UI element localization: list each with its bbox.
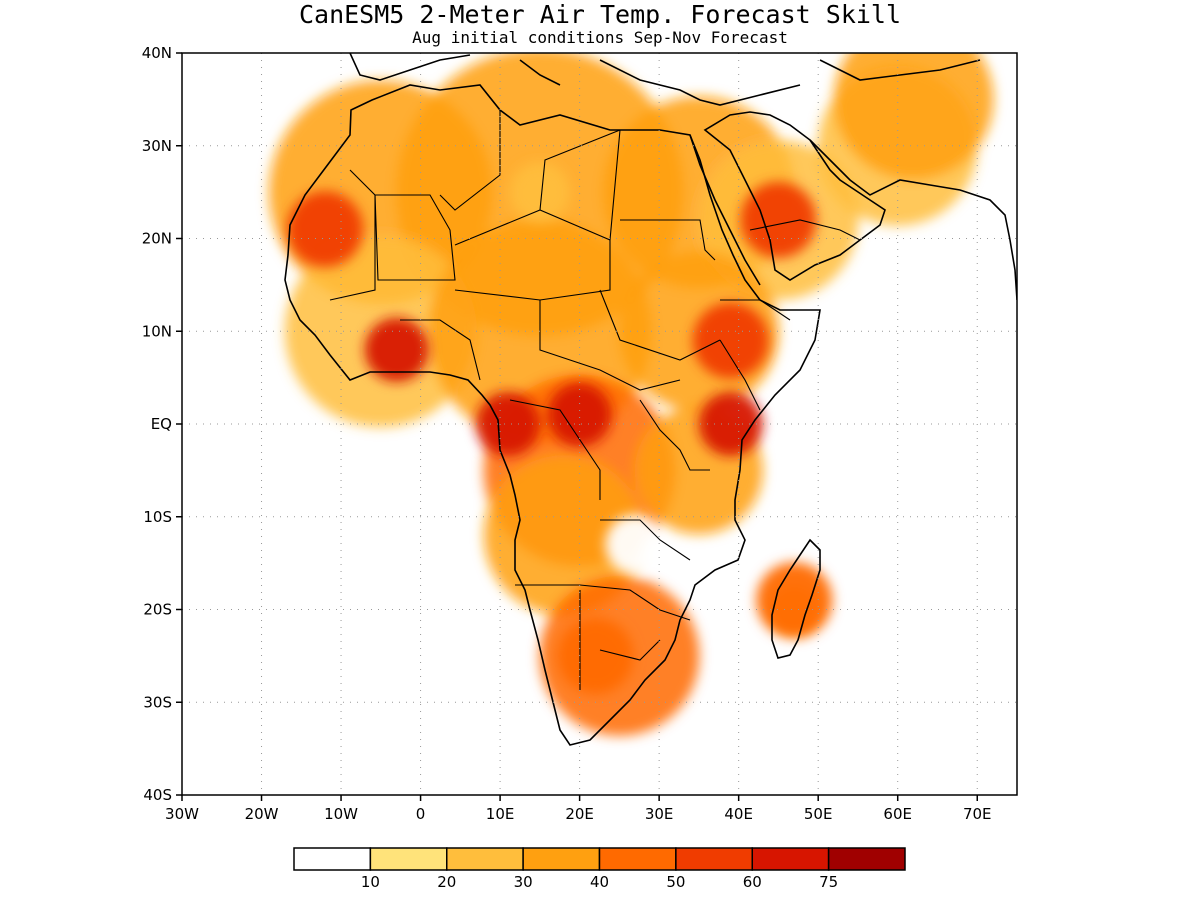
y-tick-label: 30S bbox=[143, 693, 172, 711]
x-tick-label: 30W bbox=[165, 805, 199, 823]
colorbar-label: 10 bbox=[361, 873, 380, 891]
asia-coastline bbox=[809, 139, 1017, 301]
skill-region bbox=[547, 382, 612, 447]
y-tick-label: 30N bbox=[142, 137, 172, 155]
x-tick-label: 10W bbox=[324, 805, 358, 823]
colorbar-swatch bbox=[369, 847, 448, 871]
colorbar-label: 30 bbox=[514, 873, 533, 891]
colorbar-label: 75 bbox=[819, 873, 838, 891]
red-sea-coastline bbox=[689, 134, 761, 286]
x-tick-label: 40E bbox=[724, 805, 753, 823]
skill-blob bbox=[833, 53, 994, 180]
colorbar-label: 50 bbox=[666, 873, 685, 891]
y-tick-label: 40N bbox=[142, 44, 172, 62]
x-tick-label: 10E bbox=[486, 805, 515, 823]
skill-region bbox=[509, 162, 570, 223]
y-tick-label: 20S bbox=[143, 601, 172, 619]
colorbar-swatch bbox=[446, 847, 524, 871]
skill-region bbox=[476, 392, 541, 456]
colorbar-swatch bbox=[751, 847, 830, 871]
x-tick-label: 60E bbox=[883, 805, 912, 823]
y-axis: 40N 30N 20N 10N EQ 10S 20S 30S 40S bbox=[142, 44, 182, 804]
skill-region bbox=[605, 514, 666, 575]
colorbar-label: 20 bbox=[437, 873, 456, 891]
x-tick-label: 20E bbox=[565, 805, 594, 823]
colorbar-swatch bbox=[827, 847, 906, 871]
gridlines bbox=[182, 53, 1017, 795]
y-tick-label: 10N bbox=[142, 322, 172, 340]
x-tick-label: 20W bbox=[245, 805, 279, 823]
skill-region bbox=[740, 181, 817, 258]
colorbar-label: 40 bbox=[590, 873, 609, 891]
skill-region bbox=[692, 302, 769, 379]
europe-coastline bbox=[349, 53, 981, 106]
y-tick-label: 40S bbox=[143, 786, 172, 804]
colorbar-swatch bbox=[598, 847, 677, 871]
skill-region bbox=[364, 317, 429, 382]
skill-region bbox=[557, 617, 634, 694]
y-tick-label: EQ bbox=[151, 415, 172, 433]
coastlines bbox=[284, 53, 1017, 746]
x-tick-label: 30E bbox=[645, 805, 674, 823]
colorbar-swatch bbox=[675, 847, 753, 871]
borders bbox=[329, 84, 861, 690]
skill-region bbox=[756, 562, 833, 639]
x-tick-label: 0 bbox=[416, 805, 426, 823]
colorbar-swatch bbox=[293, 847, 372, 871]
skill-blob bbox=[483, 455, 644, 616]
map-subtitle: Aug initial conditions Sep-Nov Forecast bbox=[412, 28, 788, 47]
x-axis: 30W 20W 10W 0 10E 20E 30E 40E 50E 60E 70E bbox=[165, 795, 992, 823]
colorbar-swatch bbox=[522, 847, 601, 871]
africa-coastline bbox=[284, 84, 821, 746]
skill-field bbox=[268, 53, 994, 736]
y-tick-label: 20N bbox=[142, 230, 172, 248]
skill-region bbox=[698, 392, 763, 456]
arabia-coastline bbox=[703, 111, 886, 281]
madagascar-coastline bbox=[771, 538, 821, 659]
x-tick-label: 50E bbox=[804, 805, 833, 823]
skill-region bbox=[287, 191, 364, 268]
colorbar: 10 20 30 40 50 60 75 bbox=[293, 847, 906, 891]
y-tick-label: 10S bbox=[143, 508, 172, 526]
map-title: CanESM5 2-Meter Air Temp. Forecast Skill bbox=[298, 0, 902, 29]
colorbar-label: 60 bbox=[743, 873, 762, 891]
x-tick-label: 70E bbox=[963, 805, 992, 823]
